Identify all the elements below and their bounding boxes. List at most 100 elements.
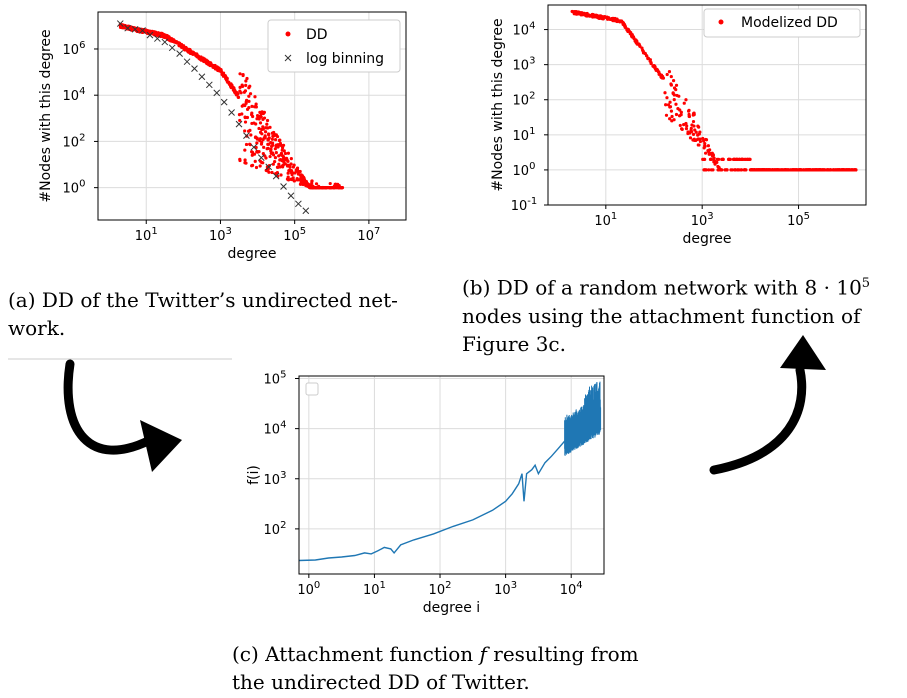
modelized-point [630, 35, 634, 39]
dd-point [161, 33, 166, 37]
logbin-point [280, 183, 287, 190]
legend-box [703, 8, 861, 38]
modelized-point [747, 157, 752, 161]
modelized-point [822, 168, 826, 172]
caption-c-line1: (c) Attachment function [232, 642, 474, 666]
legend-logbin-label: log binning [306, 51, 384, 67]
caption-c-line2: the undirected DD of Twitter. [232, 670, 530, 694]
logbin-point [168, 44, 176, 52]
dd-point [279, 153, 283, 157]
series-logbin-points [116, 20, 310, 215]
modelized-point [716, 164, 720, 169]
modelized-point [649, 61, 653, 65]
modelized-point [688, 131, 692, 135]
caption-b-line2: nodes using the attachment function of [462, 303, 861, 328]
dd-point [289, 156, 293, 161]
dd-point [247, 106, 251, 110]
ytick-label-0: 100 [63, 179, 86, 197]
dd-point [243, 129, 247, 133]
dd-point [270, 170, 274, 175]
modelized-point [784, 168, 788, 172]
dd-point [244, 100, 248, 104]
dd-point [270, 137, 274, 141]
modelized-point [709, 157, 713, 161]
modelized-point [691, 119, 696, 124]
modelized-point [574, 11, 579, 15]
dd-point [263, 130, 268, 134]
dd-point [289, 169, 294, 173]
dd-point [203, 59, 207, 63]
dd-point [274, 151, 278, 155]
modelized-point [810, 168, 814, 172]
chart-c: 100 101 102 103 104 102 103 104 105 degree i f(i) [246, 370, 605, 616]
dd-point [267, 142, 271, 146]
dd-point [269, 151, 273, 155]
dd-point [286, 171, 290, 175]
modelized-point [601, 17, 605, 21]
dd-point [262, 110, 266, 114]
modelized-point [740, 157, 744, 161]
dd-point [265, 122, 269, 126]
attachment-noise-band [564, 381, 602, 456]
dd-point [289, 177, 293, 181]
dd-point [238, 89, 242, 93]
modelized-point [702, 168, 706, 172]
dd-point [279, 173, 283, 177]
dd-point [286, 159, 290, 163]
modelized-point [687, 114, 692, 119]
left-arrow-head [140, 420, 182, 472]
ytick-label-3: 106 [63, 40, 86, 58]
caption-c: (c) Attachment function f resulting from… [232, 640, 692, 696]
dd-point [324, 186, 328, 190]
xtick-label-2: 105 [787, 211, 810, 229]
dd-point [221, 72, 225, 76]
dd-point [280, 146, 285, 150]
modelized-point [698, 137, 702, 141]
dd-point [253, 135, 258, 139]
modelized-point [605, 17, 610, 21]
dd-point [240, 83, 244, 87]
logbin-point [257, 154, 265, 161]
modelized-point [829, 168, 833, 172]
modelized-point [610, 17, 614, 21]
dd-point [256, 115, 260, 119]
dd-point [240, 112, 244, 116]
dd-point [212, 64, 216, 68]
dd-point [154, 31, 158, 35]
modelized-point [709, 168, 713, 172]
logbin-point [191, 65, 198, 72]
logbin-point [146, 31, 154, 39]
legend-a: DD log binning [267, 19, 401, 73]
dd-point [250, 121, 254, 126]
logbin-point [272, 172, 280, 180]
axes-frame [298, 375, 605, 575]
dd-point [219, 68, 223, 72]
modelized-point [641, 49, 645, 53]
dd-point [244, 161, 248, 165]
dd-point [261, 125, 265, 129]
modelized-point [664, 103, 668, 107]
modelized-point [668, 117, 672, 121]
modelized-point [703, 151, 708, 155]
ytick-label-2: 101 [513, 126, 536, 144]
attachment-line [298, 418, 592, 562]
caption-b-line1: (b) DD of a random network with 8 · 10 [462, 275, 862, 300]
dd-point [151, 32, 156, 36]
ytick-label-0: 102 [264, 520, 287, 538]
modelized-point [706, 148, 710, 153]
dd-point [314, 182, 319, 186]
modelized-point [840, 168, 844, 172]
modelized-point [727, 157, 731, 161]
series-dd-points [118, 22, 345, 190]
ytick-label-4: 103 [513, 56, 536, 74]
dd-point [320, 186, 324, 190]
dd-point [310, 181, 314, 185]
dd-point [243, 120, 248, 124]
modelized-point [701, 136, 705, 141]
dd-point [253, 95, 257, 99]
dd-point [273, 138, 278, 142]
modelized-point [694, 138, 698, 143]
dd-point [312, 186, 316, 190]
modelized-point [771, 168, 775, 172]
modelized-point [682, 101, 686, 105]
